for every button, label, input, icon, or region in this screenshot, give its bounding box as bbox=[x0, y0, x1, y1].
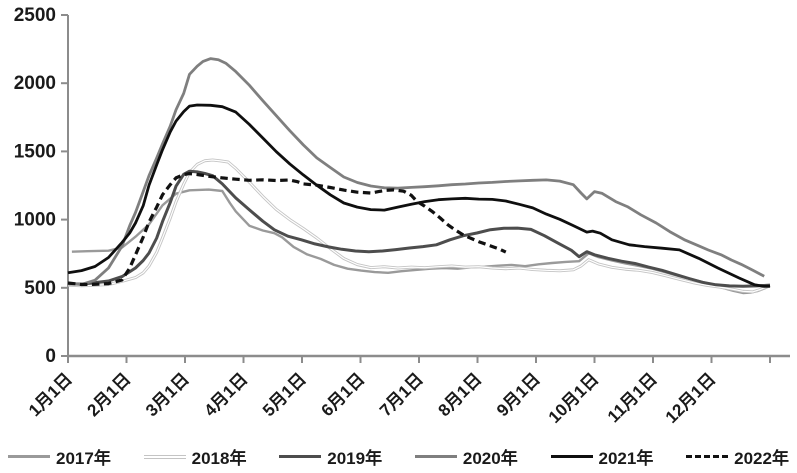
y-tick-label: 500 bbox=[24, 278, 56, 299]
y-tick-label: 1500 bbox=[14, 141, 56, 162]
x-tick-label: 3月1日 bbox=[142, 369, 193, 420]
x-tick-label: 11月1日 bbox=[604, 369, 661, 426]
series-line-core-2018 bbox=[67, 159, 771, 293]
legend-label-2017: 2017年 bbox=[56, 449, 111, 468]
x-tick-label: 2月1日 bbox=[83, 369, 134, 420]
legend-swatch-2017 bbox=[8, 454, 50, 459]
legend-label-2020: 2020年 bbox=[462, 449, 518, 468]
legend: 2017年 2018年 2019年 2020年 2021年 2022年 bbox=[0, 444, 797, 469]
legend-item-2020: 2020年 bbox=[414, 444, 518, 469]
legend-label-2022: 2022年 bbox=[734, 449, 789, 468]
x-tick-label: 5月1日 bbox=[259, 369, 310, 420]
legend-swatch-2019 bbox=[279, 454, 322, 459]
legend-swatch-2022 bbox=[686, 455, 729, 458]
legend-swatch-2021 bbox=[550, 454, 593, 459]
plot-area: 0 500 1000 1500 2000 2500 1月1日 2月1日 3月1日 4月1日 5月1日… bbox=[14, 5, 790, 427]
y-tick-label: 1000 bbox=[14, 210, 56, 231]
series-line-2021 bbox=[67, 103, 771, 288]
x-tick-label: 8月1日 bbox=[434, 369, 485, 420]
legend-item-2017: 2017年 bbox=[8, 444, 111, 469]
x-tick-label: 7月1日 bbox=[376, 369, 427, 420]
x-tick-label: 12月1日 bbox=[662, 369, 720, 427]
y-tick-label: 2500 bbox=[14, 5, 56, 26]
legend-item-2021: 2021年 bbox=[550, 444, 654, 469]
legend-swatch-2020 bbox=[414, 454, 457, 459]
y-tick-label: 2000 bbox=[14, 73, 56, 94]
legend-label-2021: 2021年 bbox=[598, 449, 654, 468]
series-line-2019 bbox=[67, 169, 771, 288]
legend-item-2018: 2018年 bbox=[143, 444, 247, 469]
x-tick-label: 10月1日 bbox=[545, 369, 603, 427]
x-tick-label: 1月1日 bbox=[25, 369, 76, 420]
legend-label-2019: 2019年 bbox=[327, 449, 383, 468]
x-tick-label: 9月1日 bbox=[493, 369, 544, 420]
legend-item-2022: 2022年 bbox=[686, 444, 789, 469]
legend-label-2018: 2018年 bbox=[191, 449, 247, 468]
x-tick-label: 4月1日 bbox=[200, 369, 251, 420]
y-tick-label: 0 bbox=[45, 346, 56, 367]
legend-swatch-2018 bbox=[143, 454, 186, 459]
x-tick-label: 6月1日 bbox=[317, 369, 368, 420]
legend-item-2019: 2019年 bbox=[279, 444, 382, 469]
series-line-2020 bbox=[67, 57, 765, 286]
series-line-2022 bbox=[67, 172, 507, 287]
